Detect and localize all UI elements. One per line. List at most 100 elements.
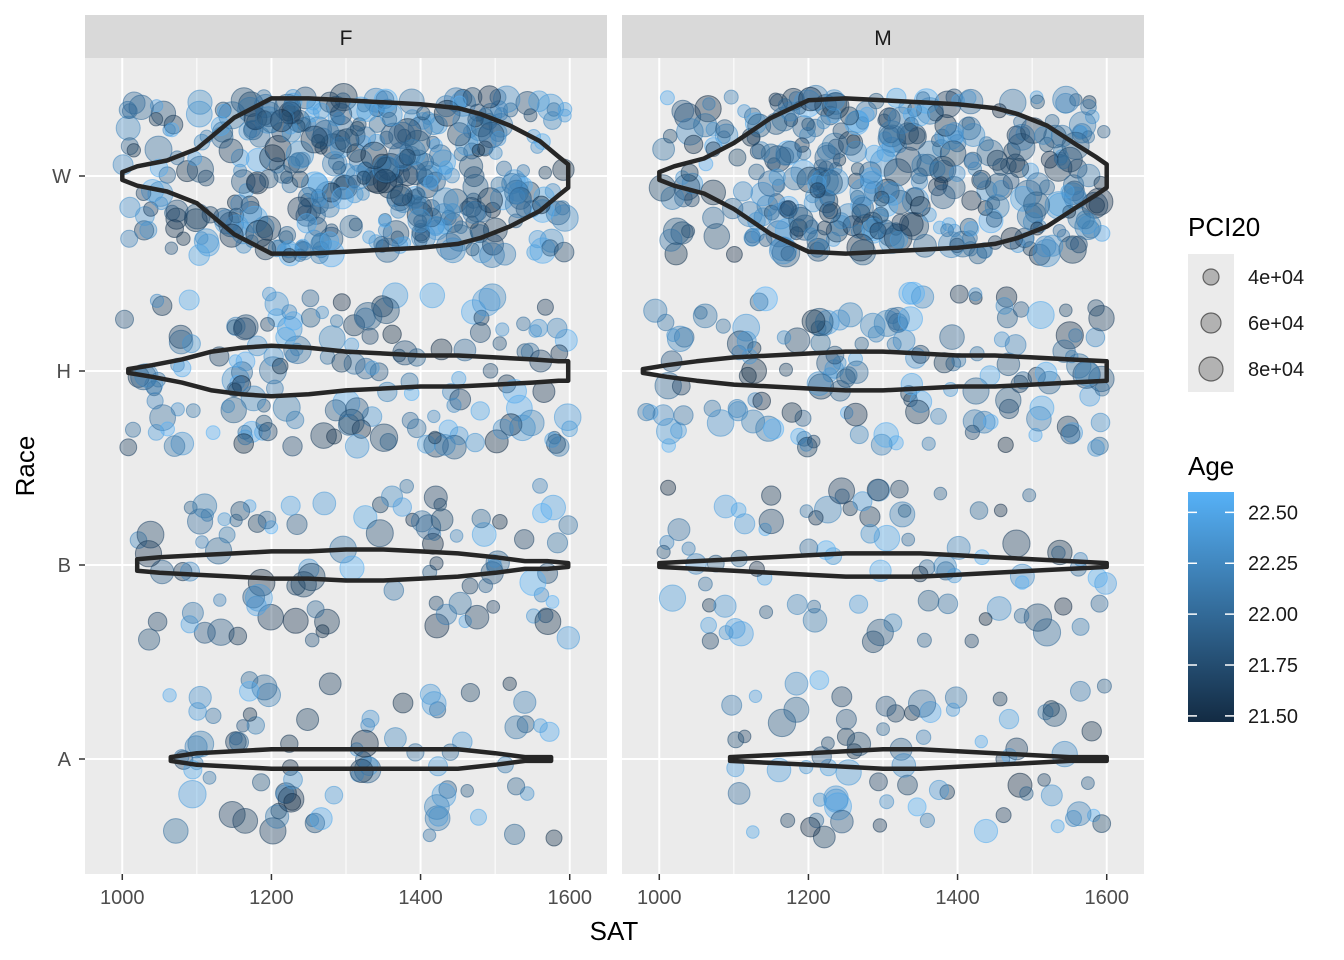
data-point	[283, 311, 304, 331]
data-point	[318, 672, 342, 696]
data-point	[188, 244, 210, 266]
data-point	[126, 143, 142, 158]
data-point	[873, 190, 890, 207]
data-point	[447, 122, 472, 147]
violin-m-w	[657, 96, 1109, 256]
data-point	[683, 134, 704, 155]
data-point	[1042, 702, 1067, 727]
data-point	[933, 486, 948, 501]
size-legend-circle	[1202, 268, 1220, 286]
data-point	[877, 113, 891, 128]
data-point	[421, 691, 447, 717]
data-point	[1022, 488, 1037, 503]
data-point	[1087, 299, 1105, 317]
data-point	[876, 722, 890, 736]
data-point	[232, 808, 259, 834]
data-point	[1029, 395, 1055, 421]
data-point	[449, 529, 464, 543]
data-point	[978, 612, 993, 626]
data-point	[1070, 235, 1088, 254]
data-point	[648, 174, 677, 202]
data-point	[728, 621, 754, 647]
data-point	[1010, 185, 1036, 212]
data-point	[185, 403, 201, 419]
data-point	[897, 504, 912, 518]
facet-label-m: M	[874, 27, 892, 50]
data-point	[718, 625, 734, 641]
data-point	[423, 485, 448, 510]
data-point	[939, 140, 967, 167]
data-point	[332, 293, 351, 312]
data-point	[384, 727, 407, 750]
data-point	[1070, 680, 1091, 702]
data-point	[995, 297, 1014, 315]
x-tick-label: 1000	[637, 887, 682, 909]
data-point	[806, 434, 821, 449]
data-point	[963, 221, 980, 237]
data-point	[523, 108, 538, 123]
data-point	[1030, 94, 1045, 110]
data-point	[469, 322, 491, 343]
data-point	[310, 422, 337, 449]
color-legend-label: 21.75	[1248, 655, 1298, 677]
data-point	[369, 423, 399, 452]
data-point	[424, 794, 450, 820]
data-point	[364, 360, 380, 376]
data-point	[540, 494, 567, 521]
data-point	[170, 431, 195, 456]
data-point	[852, 491, 873, 512]
data-point	[163, 435, 186, 457]
data-point	[964, 424, 981, 440]
data-point	[1002, 529, 1031, 558]
data-point	[146, 380, 163, 397]
data-point	[713, 594, 737, 618]
data-point	[910, 172, 929, 191]
data-point	[1050, 819, 1065, 834]
data-point	[545, 595, 560, 609]
data-point	[840, 106, 859, 126]
data-point	[176, 231, 191, 246]
data-point	[216, 103, 232, 119]
data-point	[478, 578, 494, 594]
data-point	[680, 163, 699, 182]
y-tick-label: B	[58, 555, 71, 577]
data-point	[822, 168, 849, 195]
data-point	[280, 170, 294, 185]
data-point	[897, 774, 918, 796]
data-point	[676, 118, 704, 146]
data-point	[752, 391, 772, 411]
data-point	[207, 618, 235, 646]
data-point	[860, 524, 881, 544]
data-point	[128, 94, 154, 121]
data-point	[230, 194, 249, 213]
x-tick-label: 1400	[935, 887, 980, 909]
data-point	[353, 302, 383, 331]
data-point	[331, 352, 352, 373]
x-tick-label: 1600	[547, 887, 592, 909]
data-point	[901, 532, 916, 547]
data-point	[492, 514, 508, 530]
data-point	[964, 633, 979, 649]
data-point	[134, 220, 155, 241]
data-point	[1034, 361, 1058, 385]
size-legend-circle	[1198, 356, 1224, 382]
data-point	[257, 510, 277, 530]
data-point	[429, 556, 444, 571]
data-point	[809, 182, 826, 199]
data-point	[1040, 150, 1059, 169]
data-point	[657, 313, 675, 332]
data-point	[864, 144, 884, 164]
facet-panel-m: M	[622, 15, 1144, 874]
data-point	[703, 223, 731, 250]
data-point	[851, 203, 871, 223]
data-point	[1013, 608, 1030, 624]
data-point	[115, 309, 134, 329]
data-point	[872, 206, 889, 224]
data-point	[163, 114, 184, 135]
facet-strip-f	[85, 15, 607, 58]
data-point	[997, 436, 1014, 453]
data-point	[478, 283, 507, 312]
data-point	[737, 104, 752, 119]
data-point	[1007, 772, 1033, 798]
data-point	[165, 199, 189, 223]
